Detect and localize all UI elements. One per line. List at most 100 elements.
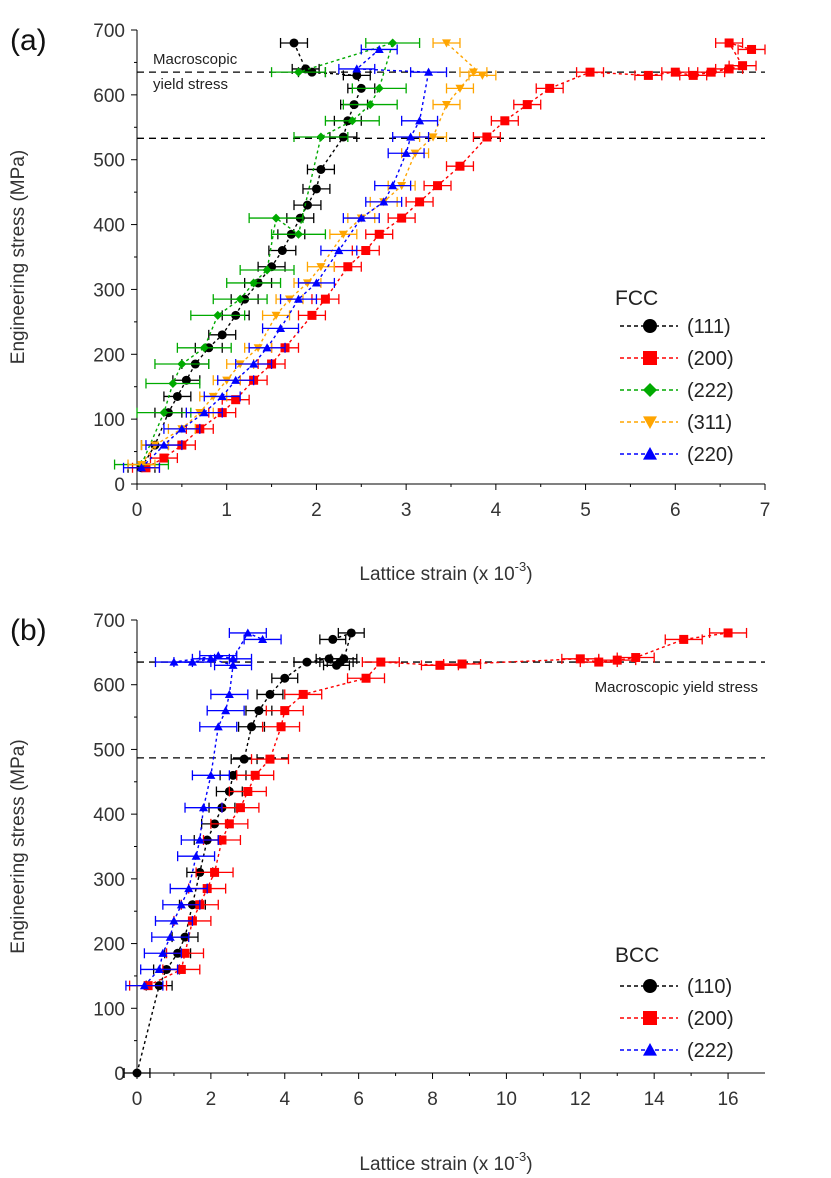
data-point bbox=[401, 148, 411, 157]
y-tick-label: 400 bbox=[93, 805, 125, 826]
x-tick-label: 6 bbox=[353, 1089, 364, 1110]
x-tick-label: 8 bbox=[427, 1089, 438, 1110]
data-point bbox=[311, 184, 321, 194]
legend-entry-label: (200) bbox=[687, 348, 734, 370]
data-point bbox=[159, 453, 169, 463]
series-200 bbox=[128, 627, 748, 991]
data-point bbox=[199, 408, 209, 417]
data-point bbox=[442, 39, 452, 48]
data-point bbox=[177, 424, 187, 433]
data-point bbox=[298, 689, 308, 699]
data-point bbox=[154, 964, 164, 974]
data-point bbox=[231, 395, 241, 405]
y-tick-label: 200 bbox=[93, 935, 125, 956]
data-point bbox=[280, 673, 290, 683]
x-tick-label: 6 bbox=[670, 500, 681, 521]
yield-stress-annotation: yield stress bbox=[153, 76, 228, 93]
series-line bbox=[136, 631, 353, 1074]
y-tick-label: 600 bbox=[93, 86, 125, 107]
data-point bbox=[184, 884, 194, 893]
data-point bbox=[177, 359, 187, 369]
legend-entry-label: (222) bbox=[687, 1040, 734, 1062]
data-point bbox=[228, 654, 238, 663]
x-tick-label: 4 bbox=[491, 500, 502, 521]
data-point bbox=[428, 133, 438, 142]
series-line bbox=[143, 632, 263, 987]
y-axis-title: Engineering stress (MPa) bbox=[8, 150, 29, 364]
y-tick-label: 600 bbox=[93, 676, 125, 697]
data-point bbox=[224, 819, 234, 829]
data-point bbox=[406, 132, 416, 141]
data-point bbox=[311, 278, 321, 287]
x-tick-label: 2 bbox=[311, 500, 322, 521]
data-point bbox=[724, 38, 734, 48]
data-point bbox=[455, 84, 465, 93]
data-point bbox=[415, 197, 425, 207]
x-tick-label: 0 bbox=[132, 1089, 143, 1110]
data-point bbox=[352, 70, 362, 80]
data-point bbox=[228, 660, 238, 669]
x-axis-title-main: Lattice strain (x 10 bbox=[359, 564, 514, 585]
data-point bbox=[224, 689, 234, 699]
data-point bbox=[374, 83, 384, 93]
data-point bbox=[176, 964, 186, 974]
data-point bbox=[276, 722, 286, 732]
y-tick-label: 0 bbox=[114, 475, 125, 496]
data-point bbox=[738, 61, 748, 71]
data-point bbox=[169, 657, 179, 666]
series-line bbox=[140, 42, 483, 465]
legend: FCC (111) (200) (222) (311) (220) bbox=[615, 287, 734, 466]
data-point bbox=[180, 948, 190, 958]
data-point bbox=[468, 68, 478, 77]
data-point bbox=[169, 916, 179, 925]
y-tick-label: 500 bbox=[93, 740, 125, 761]
y-tick-label: 700 bbox=[93, 611, 125, 632]
y-tick-label: 300 bbox=[93, 870, 125, 891]
legend-marker bbox=[643, 447, 657, 460]
data-point bbox=[545, 83, 555, 93]
x-tick-label: 16 bbox=[717, 1089, 738, 1110]
legend-marker bbox=[643, 1011, 657, 1025]
x-axis-title: Lattice strain (x 10-3) bbox=[359, 1149, 532, 1175]
data-point bbox=[457, 659, 467, 669]
data-point bbox=[302, 657, 312, 667]
legend-marker bbox=[643, 979, 657, 993]
data-point bbox=[316, 164, 326, 174]
data-point bbox=[250, 770, 260, 780]
data-point bbox=[688, 70, 698, 80]
data-point bbox=[235, 294, 245, 304]
data-point bbox=[631, 653, 641, 663]
legend-entry-label: (111) bbox=[687, 316, 731, 338]
data-point bbox=[747, 44, 757, 54]
data-point bbox=[217, 330, 227, 340]
yield-stress-annotation: Macroscopic bbox=[153, 51, 238, 68]
data-point bbox=[374, 44, 384, 54]
data-point bbox=[228, 770, 238, 780]
data-point bbox=[433, 181, 443, 191]
data-point bbox=[213, 651, 223, 660]
data-point bbox=[477, 71, 487, 80]
data-point bbox=[522, 100, 532, 110]
data-point bbox=[455, 161, 465, 171]
x-axis-title-exponent: -3 bbox=[515, 1149, 527, 1164]
data-point bbox=[346, 628, 356, 638]
data-point bbox=[388, 38, 398, 48]
data-point bbox=[221, 706, 231, 715]
data-point bbox=[334, 246, 344, 255]
data-point bbox=[723, 628, 733, 638]
legend-entry-label: (222) bbox=[687, 380, 734, 402]
data-point bbox=[293, 67, 303, 77]
y-tick-label: 0 bbox=[114, 1064, 125, 1085]
data-point bbox=[277, 246, 287, 256]
x-tick-label: 4 bbox=[279, 1089, 290, 1110]
x-tick-label: 2 bbox=[206, 1089, 217, 1110]
data-point bbox=[231, 375, 241, 384]
series-110 bbox=[123, 627, 365, 1078]
legend-marker bbox=[643, 416, 657, 429]
data-point bbox=[262, 265, 272, 275]
x-tick-label: 12 bbox=[570, 1089, 591, 1110]
data-point bbox=[276, 323, 286, 332]
data-point bbox=[307, 310, 317, 320]
data-point bbox=[328, 634, 338, 644]
data-point bbox=[265, 754, 275, 764]
